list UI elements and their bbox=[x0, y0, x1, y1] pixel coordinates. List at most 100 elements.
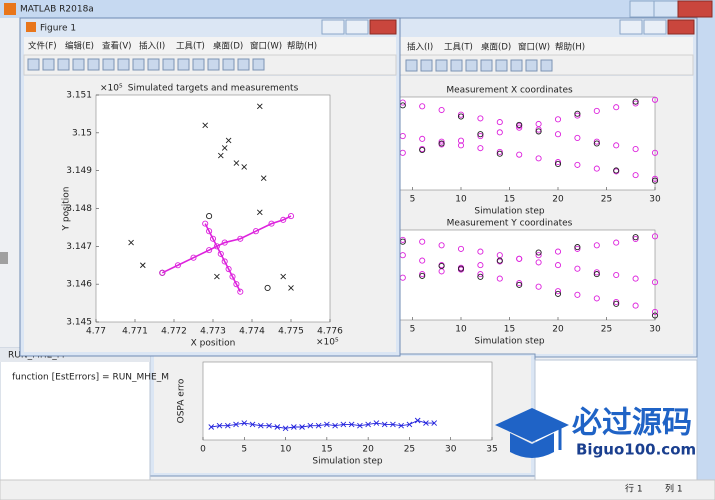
toolbar-button[interactable] bbox=[147, 58, 160, 71]
toolbar-button[interactable] bbox=[252, 58, 265, 71]
marker-o bbox=[287, 213, 295, 220]
marker-x bbox=[233, 160, 240, 166]
menu-item[interactable]: 桌面(D) bbox=[213, 41, 243, 52]
marker-o bbox=[457, 245, 465, 252]
toolbar-button[interactable] bbox=[117, 58, 130, 71]
marker-x bbox=[414, 417, 421, 424]
chart-title: Simulated targets and measurements bbox=[128, 84, 299, 94]
close-button[interactable] bbox=[369, 19, 397, 35]
toolbar-button[interactable] bbox=[510, 59, 523, 72]
marker-x bbox=[221, 145, 228, 151]
x-tick-label: 15 bbox=[504, 195, 515, 205]
marker-o bbox=[496, 119, 503, 126]
marker-x bbox=[241, 164, 248, 170]
marker-o bbox=[613, 239, 620, 246]
marker-x bbox=[202, 122, 209, 129]
maximize-button[interactable] bbox=[653, 0, 679, 18]
marker-o bbox=[457, 137, 465, 144]
toolbar-button[interactable] bbox=[405, 59, 418, 72]
toolbar-button[interactable] bbox=[192, 58, 205, 71]
toolbar-button[interactable] bbox=[207, 58, 220, 71]
marker-o bbox=[535, 283, 542, 290]
menu-item[interactable]: 帮助(H) bbox=[555, 42, 585, 53]
marker-o bbox=[477, 131, 484, 138]
command-window[interactable] bbox=[0, 347, 151, 481]
menu-item[interactable]: 工具(T) bbox=[176, 42, 205, 52]
maximize-button[interactable] bbox=[643, 19, 667, 35]
marker-o bbox=[574, 245, 581, 252]
menu-item[interactable]: 窗口(W) bbox=[518, 42, 550, 53]
toolbar-button[interactable] bbox=[222, 58, 235, 71]
menu-item[interactable]: 查看(V) bbox=[102, 41, 131, 52]
toolbar-button[interactable] bbox=[132, 58, 145, 71]
marker-o bbox=[174, 262, 181, 269]
marker-o bbox=[593, 107, 600, 114]
marker-o bbox=[535, 252, 542, 259]
toolbar-button[interactable] bbox=[435, 59, 448, 72]
marker-x bbox=[217, 152, 224, 159]
x-tick-label: 30 bbox=[649, 195, 661, 205]
toolbar-button[interactable] bbox=[237, 58, 250, 71]
toolbar-button[interactable] bbox=[450, 59, 463, 72]
marker-o bbox=[516, 255, 523, 262]
marker-o bbox=[574, 112, 581, 119]
toolbar-button[interactable] bbox=[420, 59, 433, 72]
toolbar-button[interactable] bbox=[162, 58, 175, 71]
toolbar-button[interactable] bbox=[42, 58, 55, 71]
series-line bbox=[204, 223, 242, 293]
toolbar-button[interactable] bbox=[57, 58, 70, 71]
toolbar-button[interactable] bbox=[465, 59, 478, 72]
marker-o bbox=[233, 281, 240, 288]
marker-o bbox=[202, 220, 209, 227]
minimize-button[interactable] bbox=[321, 19, 345, 35]
toolbar-button[interactable] bbox=[495, 59, 508, 72]
x-tick-label: 10 bbox=[455, 325, 467, 335]
toolbar-button[interactable] bbox=[525, 59, 538, 72]
toolbar-button[interactable] bbox=[72, 58, 85, 71]
close-button[interactable] bbox=[677, 0, 713, 18]
minimize-button[interactable] bbox=[629, 0, 655, 18]
close-button[interactable] bbox=[667, 19, 695, 35]
marker-o bbox=[613, 167, 620, 174]
marker-o bbox=[477, 115, 484, 122]
menu-item[interactable]: 编辑(E) bbox=[65, 41, 94, 52]
axes bbox=[363, 96, 656, 191]
marker-o bbox=[221, 258, 228, 265]
minimize-button[interactable] bbox=[619, 19, 643, 35]
figure-icon bbox=[26, 22, 36, 32]
toolbar-button[interactable] bbox=[540, 59, 553, 72]
toolbar-button[interactable] bbox=[27, 58, 40, 71]
maximize-button[interactable] bbox=[345, 19, 369, 35]
marker-o bbox=[651, 149, 659, 156]
x-tick-label: 15 bbox=[504, 325, 515, 335]
menu-item[interactable]: 桌面(D) bbox=[481, 42, 511, 53]
marker-x bbox=[431, 420, 438, 426]
marker-x bbox=[348, 421, 355, 428]
editor-pane[interactable] bbox=[534, 359, 698, 481]
menu-item[interactable]: 窗口(W) bbox=[250, 41, 282, 52]
marker-x bbox=[324, 421, 330, 428]
menu-item[interactable]: 插入(I) bbox=[139, 41, 165, 52]
x-tick-label: 5 bbox=[410, 325, 416, 335]
watermark: 必过源码 Biguo100.com bbox=[495, 406, 696, 459]
toolbar-button[interactable] bbox=[480, 59, 493, 72]
toolbar-button[interactable] bbox=[87, 58, 100, 71]
menu-item[interactable]: 工具(T) bbox=[444, 43, 473, 53]
toolbar-button[interactable] bbox=[102, 58, 115, 71]
marker-o bbox=[554, 288, 562, 295]
menu-item[interactable]: 帮助(H) bbox=[287, 41, 317, 52]
menu-item[interactable]: 插入(I) bbox=[407, 42, 433, 53]
x-tick-label: 4.776 bbox=[317, 327, 343, 337]
x-tick-label: 20 bbox=[362, 445, 374, 455]
toolbar-button[interactable] bbox=[177, 58, 190, 71]
x-tick-label: 35 bbox=[486, 445, 497, 455]
x-axis-label: Simulation step bbox=[312, 457, 383, 467]
marker-o bbox=[477, 271, 484, 278]
menu-bar bbox=[24, 37, 396, 55]
marker-x bbox=[256, 103, 263, 110]
marker-o bbox=[593, 295, 600, 302]
marker-o bbox=[438, 242, 445, 249]
marker-o bbox=[477, 133, 484, 140]
menu-item[interactable]: 文件(F) bbox=[28, 41, 57, 52]
marker-o bbox=[593, 138, 600, 145]
